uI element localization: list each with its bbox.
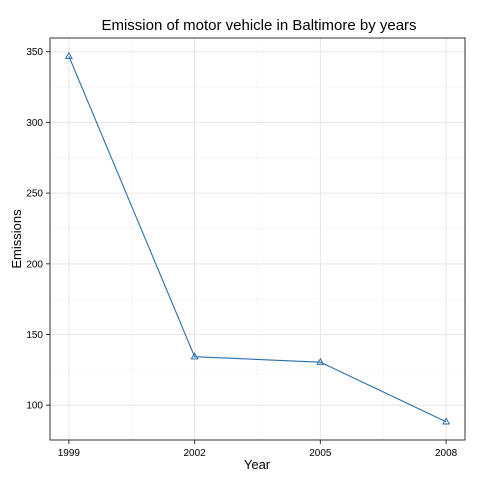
x-tick-label: 2005: [309, 448, 332, 459]
y-tick-label: 350: [26, 47, 43, 58]
major-gridlines: [50, 38, 465, 440]
x-tick-label: 2002: [183, 448, 206, 459]
x-tick-label: 2008: [435, 448, 458, 459]
x-axis-title: Year: [244, 457, 271, 472]
y-tick-label: 200: [26, 259, 43, 270]
panel-border: [49, 37, 466, 441]
x-tick-label: 1999: [58, 448, 81, 459]
y-axis: 100 150 200 250 300 350: [26, 47, 50, 412]
data-point-marker: [442, 417, 451, 425]
data-point-marker: [64, 51, 73, 59]
y-tick-label: 250: [26, 189, 43, 200]
y-tick-label: 300: [26, 118, 43, 129]
series-line: [68, 55, 447, 423]
y-tick-label: 150: [26, 330, 43, 341]
series-layer: [64, 51, 451, 425]
y-axis-title: Emissions: [9, 209, 24, 269]
data-point-marker: [190, 352, 199, 360]
minor-gridlines: [50, 38, 465, 440]
data-point-marker: [316, 357, 325, 365]
y-tick-label: 100: [26, 401, 43, 412]
x-axis: 1999 2002 2005 2008: [58, 440, 458, 459]
chart-title: Emission of motor vehicle in Baltimore b…: [101, 17, 416, 34]
